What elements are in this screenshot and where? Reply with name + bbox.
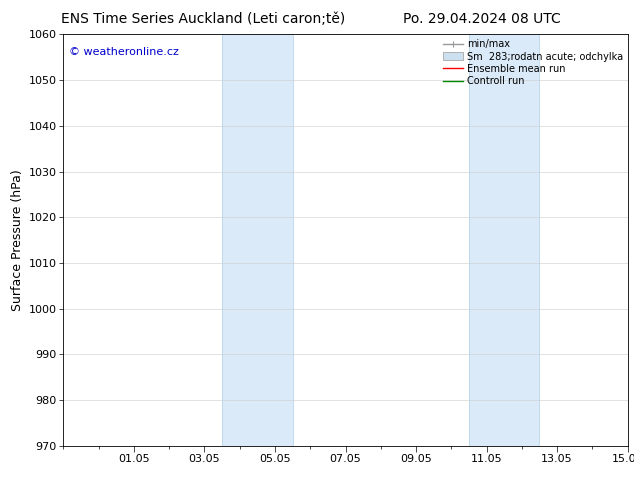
Text: ENS Time Series Auckland (Leti caron;tě): ENS Time Series Auckland (Leti caron;tě) [61,12,345,26]
Text: Po. 29.04.2024 08 UTC: Po. 29.04.2024 08 UTC [403,12,560,26]
Text: © weatheronline.cz: © weatheronline.cz [69,47,179,57]
Bar [222,34,293,446]
Legend: min/max, Sm  283;rodatn acute; odchylka, Ensemble mean run, Controll run: min/max, Sm 283;rodatn acute; odchylka, … [441,36,626,89]
Y-axis label: Surface Pressure (hPa): Surface Pressure (hPa) [11,169,24,311]
Bar [469,34,540,446]
